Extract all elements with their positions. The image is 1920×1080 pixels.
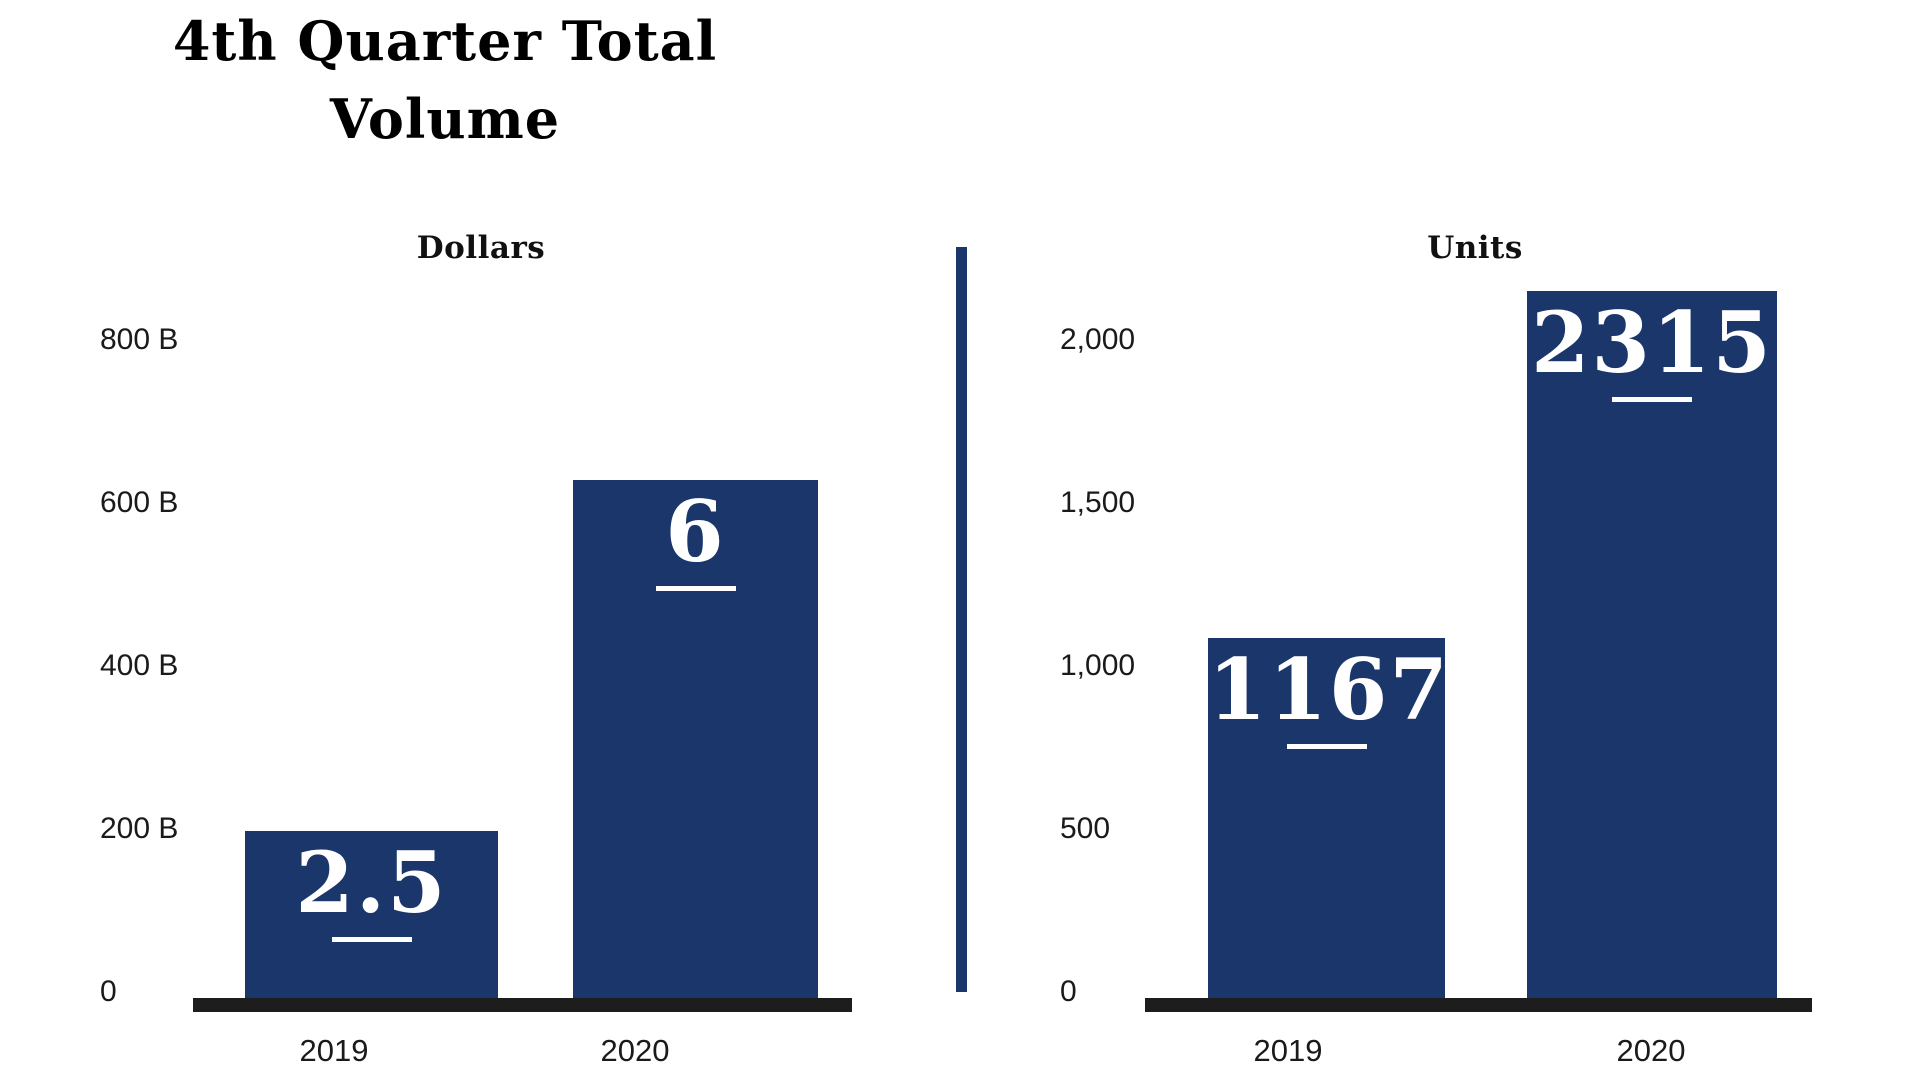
bar-value-underline (331, 937, 412, 942)
y-axis-tick-label: 0 (100, 975, 117, 1008)
y-axis-tick-label: 1,000 (1060, 649, 1136, 682)
y-axis-tick-label: 500 (1060, 812, 1111, 845)
y-axis-tick-label: 600 B (100, 486, 179, 519)
y-axis-tick-label: 2,000 (1060, 323, 1136, 356)
chart-title-units: Units (1427, 230, 1523, 266)
vertical-divider (956, 247, 967, 992)
bar-2020: 6 (573, 480, 818, 998)
bar-value-underline (1286, 744, 1367, 749)
bar-2020: 2315 (1527, 291, 1777, 998)
bar-2019: 2.5 (245, 831, 498, 998)
y-axis-tick-label: 0 (1060, 975, 1077, 1008)
y-axis-tick-label: 400 B (100, 649, 179, 682)
x-axis-baseline (193, 998, 852, 1012)
y-axis-tick-label: 1,500 (1060, 486, 1136, 519)
bar-value-underline (1612, 397, 1692, 402)
page-title: 4th Quarter Total Volume (172, 9, 718, 151)
y-axis-tick-label: 800 B (100, 323, 179, 356)
y-axis-tick-label: 200 B (100, 812, 179, 845)
bar-value-label: 2315 (1531, 293, 1773, 392)
x-axis-category-label: 2020 (1616, 1033, 1686, 1068)
bar-value-underline (655, 586, 736, 591)
chart-title-dollars: Dollars (416, 230, 546, 266)
bar-value-label: 2.5 (295, 833, 448, 932)
x-axis-baseline (1145, 998, 1812, 1012)
bar-value-label: 1167 (1208, 640, 1450, 739)
x-axis-category-label: 2019 (299, 1033, 369, 1068)
x-axis-category-label: 2019 (1253, 1033, 1323, 1068)
x-axis-category-label: 2020 (600, 1033, 670, 1068)
bar-2019: 1167 (1208, 638, 1450, 998)
bar-value-label: 6 (665, 482, 726, 581)
